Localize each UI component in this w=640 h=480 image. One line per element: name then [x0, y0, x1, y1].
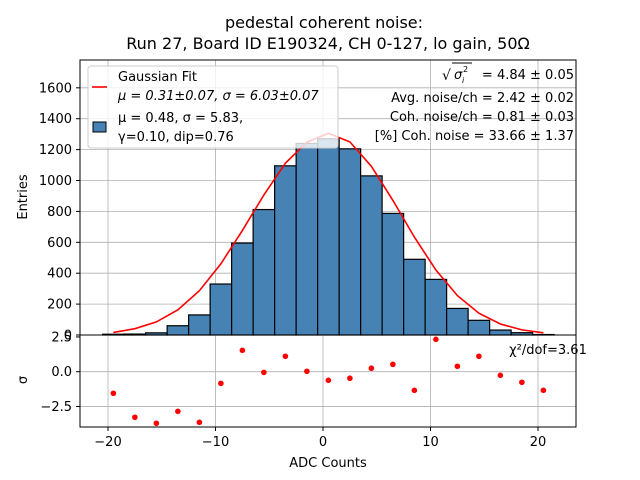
residual-point [476, 353, 482, 360]
x-tick-label: 0 [319, 435, 327, 450]
histogram-bar [489, 329, 512, 336]
legend-entry-hist-shape: γ=0.10, dip=0.76 [118, 130, 234, 145]
histogram-bar [166, 325, 190, 336]
histogram-bar [188, 314, 211, 336]
residual-point [411, 387, 418, 394]
histogram-axes: 0 200 400 600 800 1000 1200 1400 1600 [39, 59, 577, 344]
y-tick-label: 600 [47, 236, 72, 251]
residual-point [347, 375, 353, 382]
y-tick-label: 1400 [39, 112, 72, 127]
histogram-bar [338, 148, 362, 336]
histogram-bar [231, 242, 254, 336]
histogram-bar [360, 175, 383, 336]
legend-box [87, 65, 339, 149]
x-tick-label: −10 [202, 435, 229, 450]
histogram-bar [295, 142, 319, 336]
chi2-annotation: χ²/dof=3.61 [509, 343, 587, 358]
coh-noise-percent-annotation: [%] Coh. noise = 33.66 ± 1.37 [375, 129, 574, 144]
y-tick-label: 0 [64, 329, 72, 344]
chart-title-line-2: Run 27, Board ID E190324, CH 0-127, lo g… [126, 34, 529, 53]
y-tick-label: 800 [47, 205, 72, 220]
residual-point [454, 363, 461, 370]
legend-entry-hist-params: μ = 0.48, σ = 5.83, [118, 111, 243, 126]
y-tick-label: 1200 [39, 143, 72, 158]
sigma-superscript: 2 [463, 65, 468, 74]
y-tick-label: 200 [47, 298, 72, 313]
residual-point [325, 377, 332, 384]
sigma-symbol: σ [454, 68, 463, 83]
residuals-frame [79, 334, 577, 428]
x-axis-label: ADC Counts [289, 456, 367, 471]
noise-statistics: √ σ i 2 = 4.84 ± 0.05 Avg. noise/ch = 2.… [375, 62, 574, 144]
histogram-bar [446, 307, 469, 336]
x-tick-label: 10 [422, 435, 439, 450]
y-tick-label: 400 [47, 267, 72, 282]
residual-point [261, 369, 267, 376]
rms-value: = 4.84 ± 0.05 [482, 68, 574, 83]
y-tick-label: −2.5 [40, 400, 72, 415]
residuals-axes: 2.5 0.0 −2.5 −20 −10 0 10 20 [40, 330, 577, 450]
legend-entry-fit-params: μ = 0.31±0.07, σ = 6.03±0.07 [117, 89, 319, 104]
avg-noise-annotation: Avg. noise/ch = 2.42 ± 0.02 [391, 91, 574, 106]
histogram-bar [424, 278, 448, 336]
sqrt-symbol: √ [442, 68, 451, 84]
histogram-bars [102, 138, 555, 336]
residual-point [110, 390, 117, 397]
histogram-bar [403, 258, 426, 336]
x-tick-label: −20 [94, 435, 121, 450]
residual-point [196, 419, 203, 426]
residual-point [390, 361, 396, 368]
residual-point [218, 380, 224, 387]
legend: Gaussian Fit μ = 0.31±0.07, σ = 6.03±0.0… [87, 65, 339, 149]
residual-point [153, 420, 160, 427]
residual-point [433, 336, 439, 343]
histogram-bar [467, 319, 491, 336]
coh-noise-annotation: Coh. noise/ch = 0.81 ± 0.03 [390, 110, 574, 125]
histogram-bar [252, 208, 276, 336]
histogram-bar [209, 283, 233, 336]
residual-point [175, 408, 181, 415]
residuals-grid [80, 335, 576, 427]
y-tick-label: 1000 [39, 174, 72, 189]
residual-point [497, 372, 504, 379]
y-tick-label: 1600 [39, 81, 72, 96]
residual-point [132, 414, 138, 421]
histogram-bar [317, 138, 340, 336]
x-tick-label: 20 [530, 435, 547, 450]
y-axis-label-entries: Entries [16, 174, 31, 220]
residual-points [110, 336, 547, 427]
rms-sigma-annotation: √ σ i 2 = 4.84 ± 0.05 [442, 62, 574, 85]
residual-point [239, 347, 246, 354]
histogram-bar [381, 212, 405, 336]
legend-patch-swatch [92, 121, 107, 133]
residual-point [540, 387, 547, 394]
legend-entry-fit-name: Gaussian Fit [118, 70, 197, 85]
residual-point [368, 365, 375, 372]
histogram-bar [274, 165, 297, 336]
chart-title-line-1: pedestal coherent noise: [225, 13, 423, 32]
sigma-subscript: i [462, 76, 465, 85]
y-tick-label: 2.5 [51, 330, 72, 345]
y-axis-label-sigma: σ [16, 376, 31, 384]
residual-point [519, 379, 525, 386]
residual-point [304, 368, 310, 375]
residual-point [282, 353, 289, 360]
y-tick-label: 0.0 [51, 365, 72, 380]
